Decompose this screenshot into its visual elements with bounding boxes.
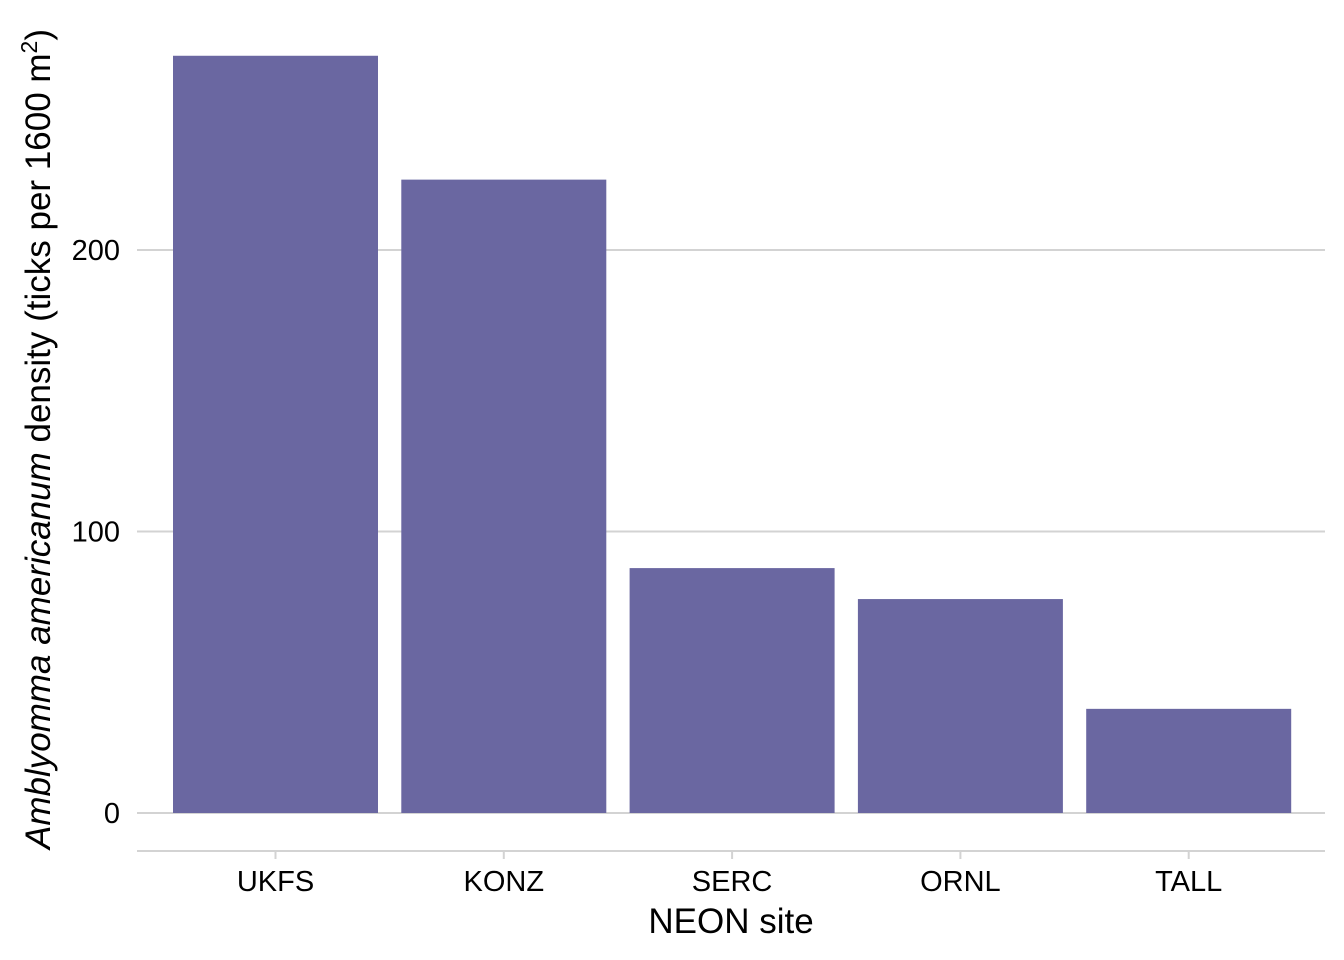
bar-ornl [857,599,1063,813]
y-tick-label-200: 200 [72,235,120,267]
x-axis-ticks: UKFS KONZ SERC ORNL TALL [237,851,1222,898]
y-axis-title-units: density (ticks per 1600 m [19,53,58,452]
x-tick-label-ukfs: UKFS [237,866,314,898]
y-axis-title-species: Amblyomma americanum [19,452,58,851]
y-tick-label-0: 0 [104,798,120,830]
bar-konz [401,179,607,813]
x-axis-title: NEON site [648,902,813,941]
bar-ukfs [173,55,378,813]
y-axis-ticks: 0 100 200 [72,235,120,830]
x-tick-label-tall: TALL [1155,866,1222,898]
bars [173,55,1292,813]
x-tick-label-ornl: ORNL [920,866,1001,898]
x-tick-label-konz: KONZ [464,866,545,898]
y-axis-title-close: ) [19,29,58,41]
bar-tall [1086,708,1292,813]
bar-serc [629,568,835,813]
y-tick-label-100: 100 [72,517,120,549]
y-axis-title-superscript: 2 [16,41,42,54]
y-axis-title: Amblyomma americanum density (ticks per … [16,29,58,851]
x-tick-label-serc: SERC [692,866,773,898]
